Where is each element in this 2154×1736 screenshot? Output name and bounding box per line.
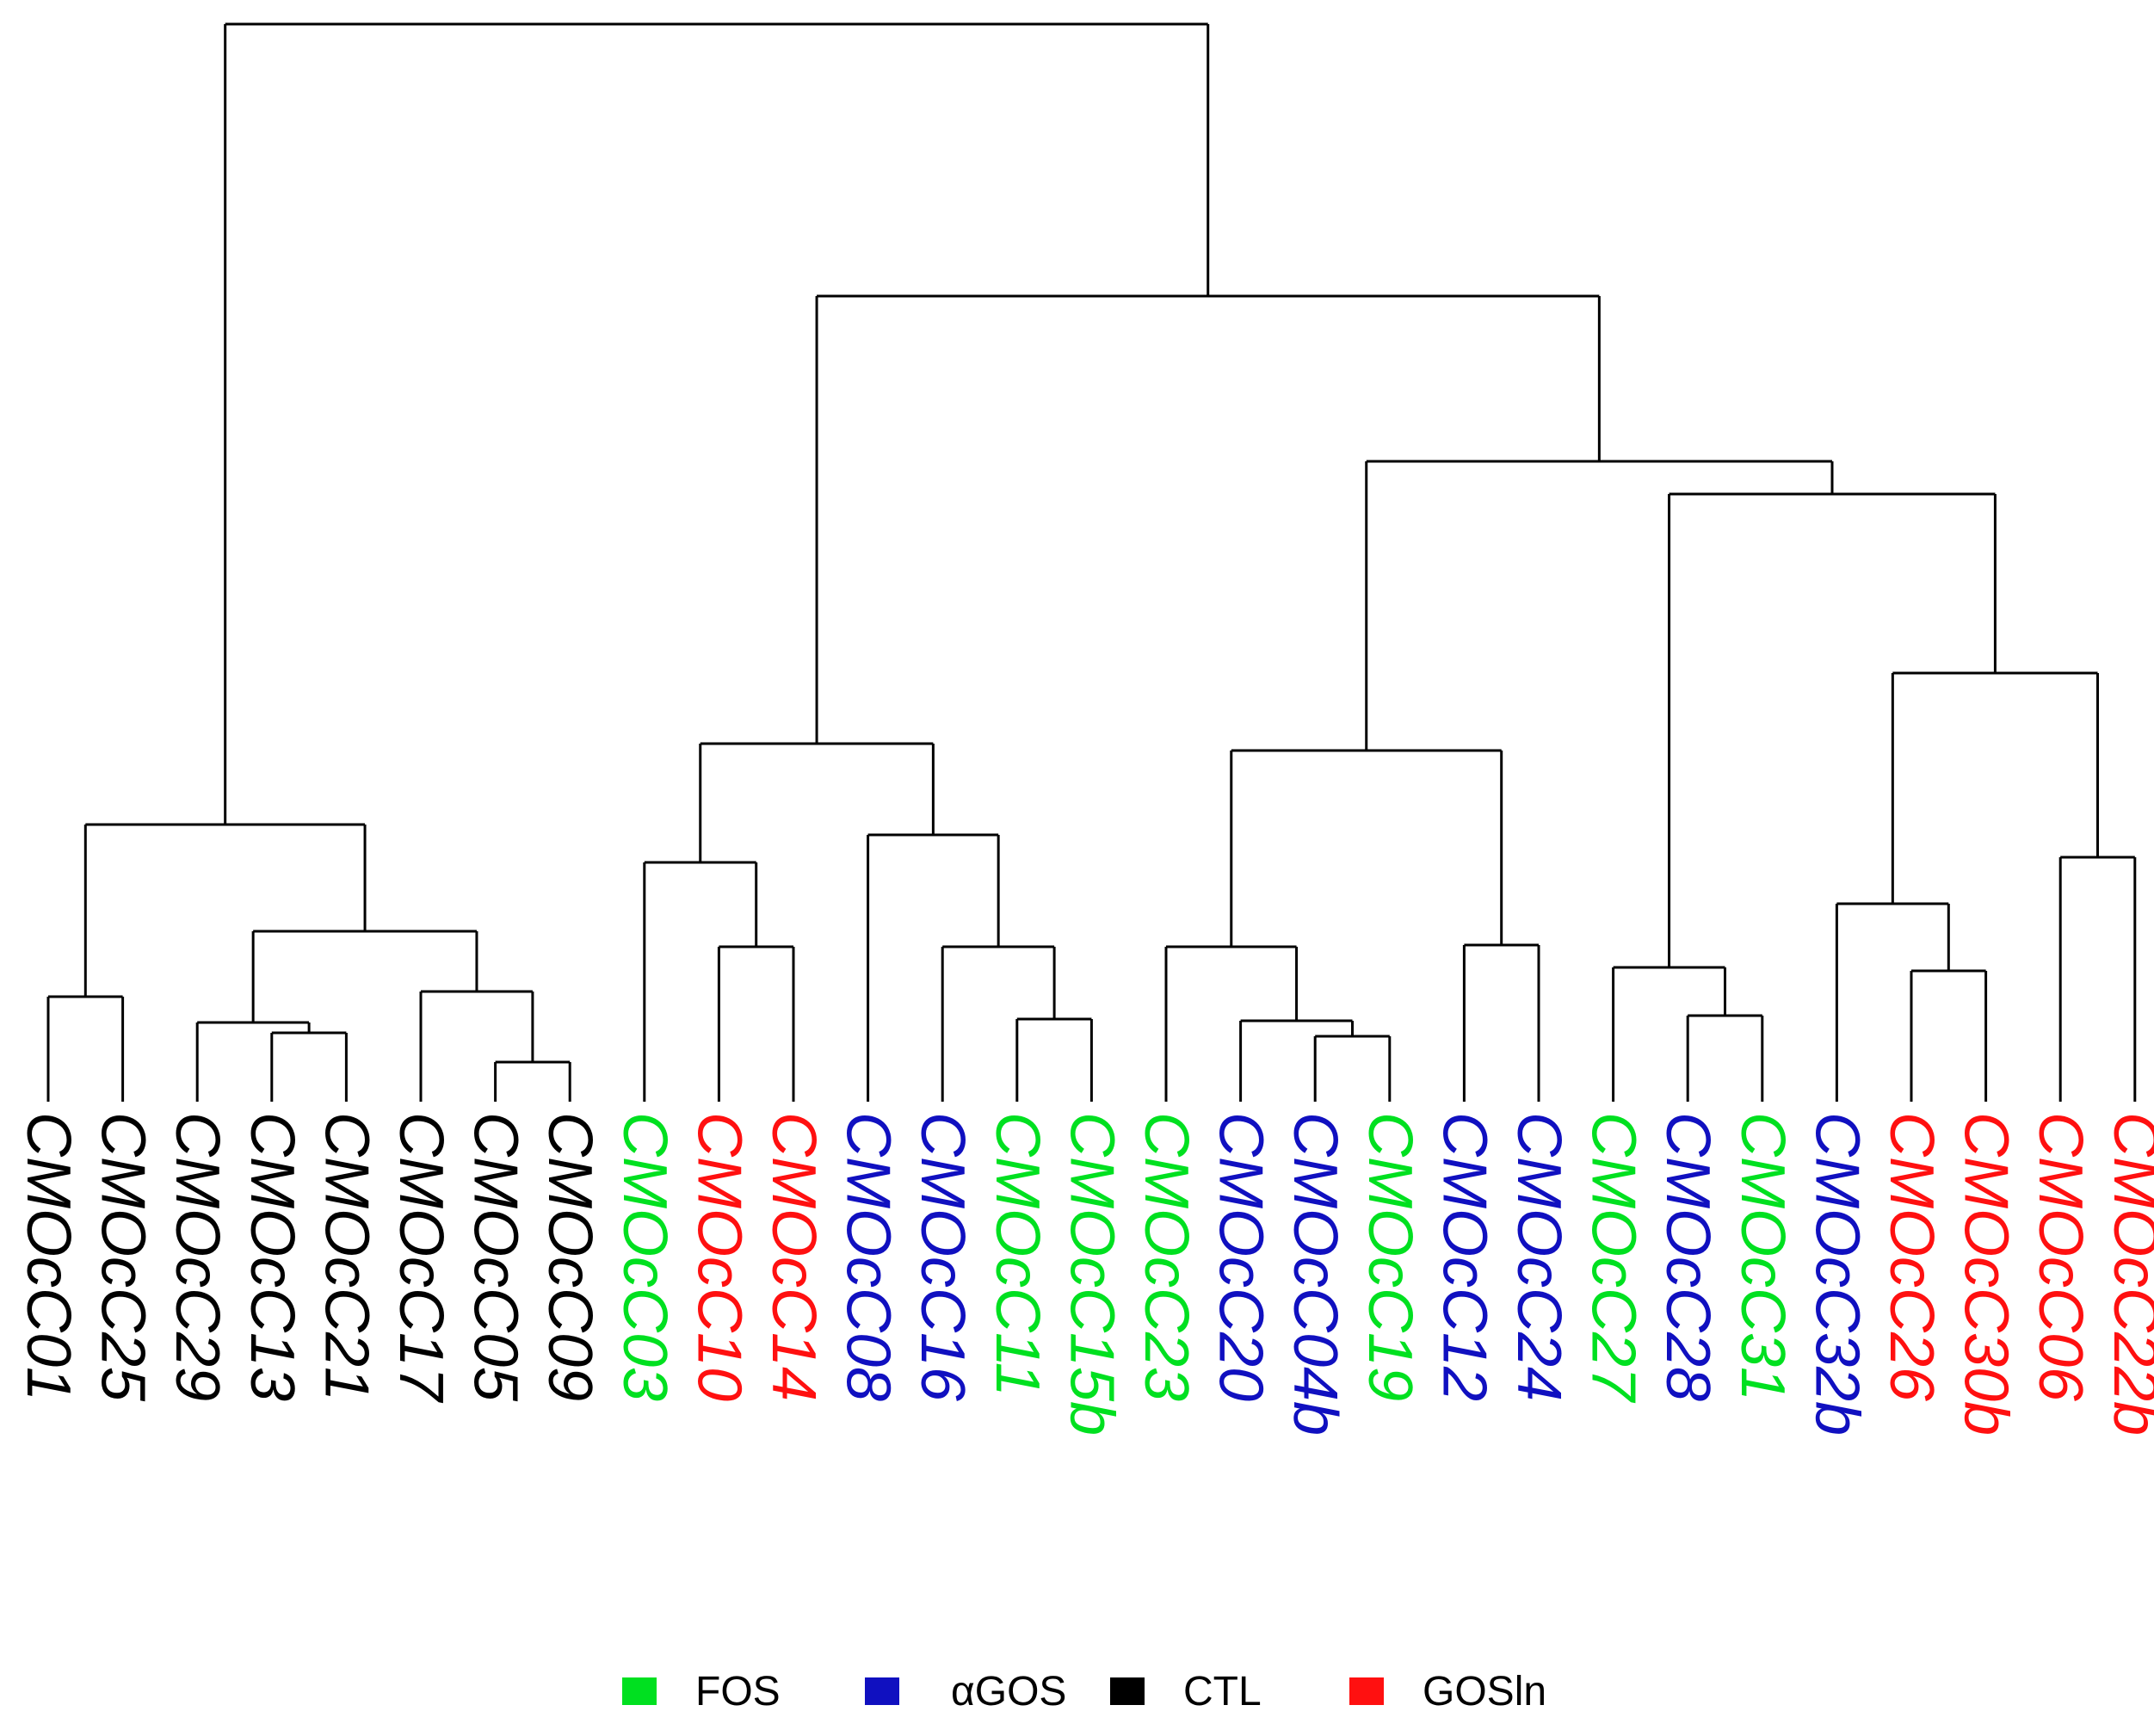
- leaf-label-cmocc03: CMOcC03: [610, 1112, 679, 1401]
- leaf-label-cmocc24: CMOcC24: [1504, 1112, 1573, 1401]
- leaf-label-cmocc32b: CMOcC32b: [1802, 1112, 1871, 1436]
- leaf-label-cmocc10: CMOcC10: [684, 1112, 753, 1401]
- leaf-label-cmocc22b: CMOcC22b: [2101, 1112, 2154, 1436]
- leaf-label-cmocc01: CMOcC01: [14, 1112, 83, 1401]
- leaf-label-cmocc16: CMOcC16: [908, 1112, 977, 1402]
- legend-item-agos: αGOS: [865, 1665, 1066, 1717]
- leaf-label-cmocc12: CMOcC12: [1429, 1112, 1498, 1401]
- leaf-label-cmocc29: CMOcC29: [163, 1112, 231, 1401]
- legend-swatch-fos: [622, 1677, 657, 1705]
- leaf-label-cmocc15b: CMOcC15b: [1057, 1112, 1126, 1436]
- leaf-label-cmocc19: CMOcC19: [1355, 1112, 1424, 1401]
- leaf-label-cmocc28: CMOcC28: [1653, 1112, 1722, 1401]
- leaf-label-cmocc25: CMOcC25: [89, 1112, 157, 1402]
- leaf-label-cmocc11: CMOcC11: [983, 1112, 1052, 1397]
- leaf-label-cmocc08: CMOcC08: [834, 1112, 903, 1401]
- leaf-label-cmocc20: CMOcC20: [1207, 1112, 1275, 1401]
- leaf-label-cmocc30b: CMOcC30b: [1952, 1112, 2021, 1436]
- legend-swatch-agos: [865, 1677, 899, 1705]
- legend-item-gosln: GOSln: [1349, 1665, 1546, 1717]
- legend: FOS αGOS CTL GOSln: [0, 1665, 2154, 1717]
- leaf-label-cmocc23: CMOcC23: [1132, 1112, 1200, 1401]
- leaf-label-cmocc14: CMOcC14: [759, 1112, 828, 1401]
- legend-swatch-gosln: [1349, 1677, 1384, 1705]
- legend-swatch-ctl: [1110, 1677, 1145, 1705]
- legend-item-ctl: CTL: [1110, 1665, 1262, 1717]
- leaf-label-cmocc26: CMOcC26: [1877, 1112, 1946, 1402]
- legend-label-agos: αGOS: [951, 1668, 1067, 1714]
- legend-label-fos: FOS: [695, 1668, 781, 1714]
- leaf-label-cmocc13: CMOcC13: [238, 1112, 306, 1401]
- leaf-label-cmocc27: CMOcC27: [1579, 1112, 1648, 1404]
- dendrogram-leaf-labels: CMOcC01 CMOcC25 CMOcC29 CMOcC13 CMOcC21 CMOcC…: [14, 1112, 2154, 1436]
- dendrogram-branches: [46, 22, 2137, 1102]
- leaf-label-cmocc21: CMOcC21: [312, 1112, 380, 1401]
- leaf-label-cmocc17: CMOcC17: [386, 1112, 455, 1404]
- leaf-label-cmocc31: CMOcC31: [1728, 1112, 1797, 1401]
- legend-label-ctl: CTL: [1183, 1668, 1262, 1714]
- leaf-label-cmocc09: CMOcC09: [535, 1112, 604, 1401]
- leaf-label-cmocc06: CMOcC06: [2026, 1112, 2095, 1402]
- legend-label-gosln: GOSln: [1423, 1668, 1547, 1714]
- dendrogram: CMOcC01 CMOcC25 CMOcC29 CMOcC13 CMOcC21 CMOcC…: [14, 22, 2154, 1436]
- leaf-label-cmocc04b: CMOcC04b: [1281, 1112, 1349, 1436]
- leaf-label-cmocc05: CMOcC05: [461, 1112, 530, 1402]
- legend-item-fos: FOS: [622, 1665, 781, 1717]
